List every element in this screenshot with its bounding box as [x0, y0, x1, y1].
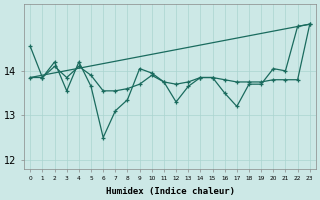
X-axis label: Humidex (Indice chaleur): Humidex (Indice chaleur)	[106, 187, 235, 196]
